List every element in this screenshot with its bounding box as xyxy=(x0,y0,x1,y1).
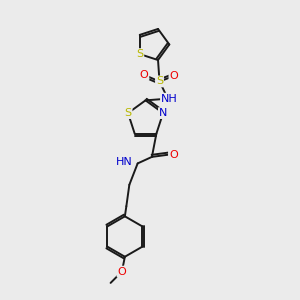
Text: N: N xyxy=(159,108,167,118)
Text: S: S xyxy=(156,76,163,86)
Text: O: O xyxy=(169,71,178,81)
Text: O: O xyxy=(169,149,178,160)
Text: HN: HN xyxy=(116,157,132,167)
Text: O: O xyxy=(140,70,148,80)
Text: S: S xyxy=(124,108,132,118)
Text: O: O xyxy=(118,267,126,277)
Text: NH: NH xyxy=(161,94,178,104)
Text: S: S xyxy=(136,49,143,59)
